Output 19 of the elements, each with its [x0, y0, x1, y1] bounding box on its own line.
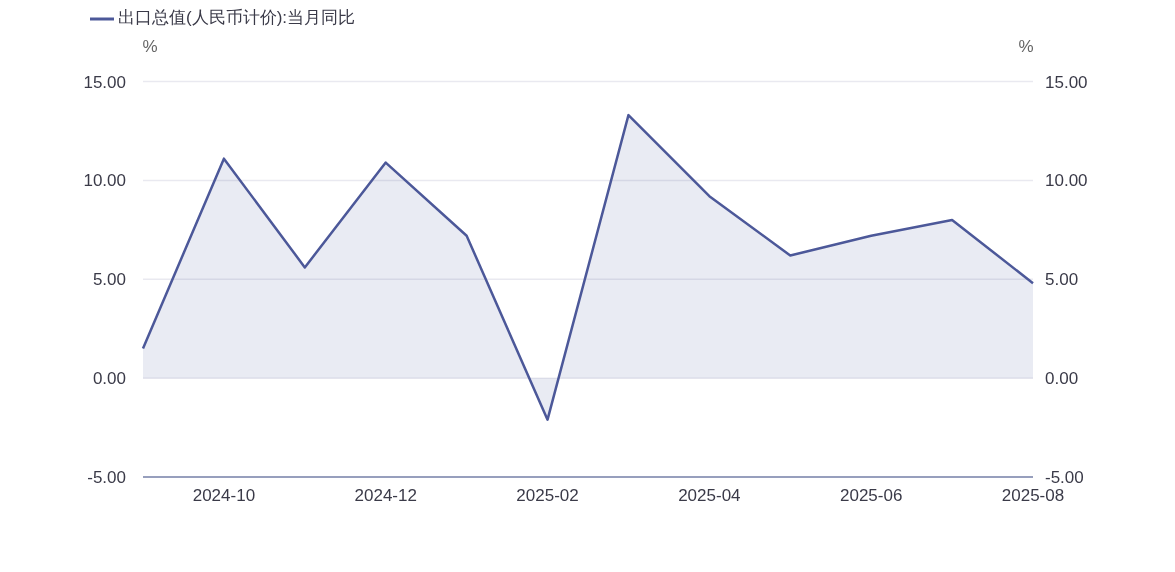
x-tick-label: 2025-02: [516, 486, 579, 506]
x-tick-label: 2024-12: [354, 486, 417, 506]
y-tick-label: 0.00: [92, 369, 126, 389]
y2-axis-title: %: [1018, 36, 1034, 56]
y-tick-label: 15.00: [83, 72, 126, 92]
y2-tick-label: 5.00: [1045, 270, 1079, 290]
x-tick-label: 2025-06: [839, 486, 903, 506]
legend-label: 出口总值(人民币计价):当月同比: [118, 8, 356, 27]
y-tick-label: 10.00: [83, 171, 126, 191]
x-tick-label: 2025-08: [1001, 486, 1065, 506]
y2-tick-label: 10.00: [1045, 171, 1088, 191]
x-tick-label: 2025-04: [678, 486, 741, 506]
y-tick-label: -5.00: [87, 468, 126, 488]
y2-tick-label: -5.00: [1045, 468, 1084, 488]
y-tick-label: 5.00: [92, 270, 126, 290]
y2-tick-label: 0.00: [1045, 369, 1079, 389]
x-tick-label: 2024-10: [192, 486, 256, 506]
y-axis-title: %: [142, 36, 158, 56]
y2-tick-label: 15.00: [1045, 72, 1088, 92]
